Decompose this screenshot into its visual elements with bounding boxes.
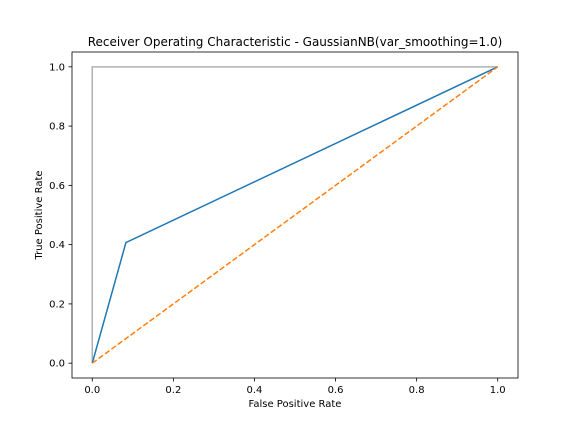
series-line-chance xyxy=(91,66,499,364)
series-line-perfect xyxy=(91,66,498,364)
y-tick-label: 0.6 xyxy=(49,181,65,192)
series-line-roc xyxy=(91,66,499,364)
y-tick-label: 0.8 xyxy=(49,122,65,133)
x-tick-label: 0.6 xyxy=(328,385,344,396)
x-tick-label: 0.0 xyxy=(84,385,100,396)
plot-frame xyxy=(71,51,519,379)
x-tick-label: 0.2 xyxy=(165,385,181,396)
y-axis-ticks: 0.0 0.2 0.4 0.6 0.8 1.0 xyxy=(49,62,72,370)
y-tick-label: 0.0 xyxy=(49,359,65,370)
y-tick-label: 0.2 xyxy=(49,299,65,310)
y-axis-label: True Positive Rate xyxy=(34,170,45,260)
y-tick-label: 0.4 xyxy=(49,240,65,251)
x-tick-label: 1.0 xyxy=(490,385,506,396)
y-tick-label: 1.0 xyxy=(49,62,65,73)
series-layer xyxy=(91,66,499,364)
x-axis-ticks: 0.0 0.2 0.4 0.6 0.8 1.0 xyxy=(84,378,506,396)
x-tick-label: 0.4 xyxy=(247,385,263,396)
x-tick-label: 0.8 xyxy=(409,385,425,396)
chart-title: Receiver Operating Characteristic - Gaus… xyxy=(88,35,503,49)
x-axis-label: False Positive Rate xyxy=(249,399,342,410)
